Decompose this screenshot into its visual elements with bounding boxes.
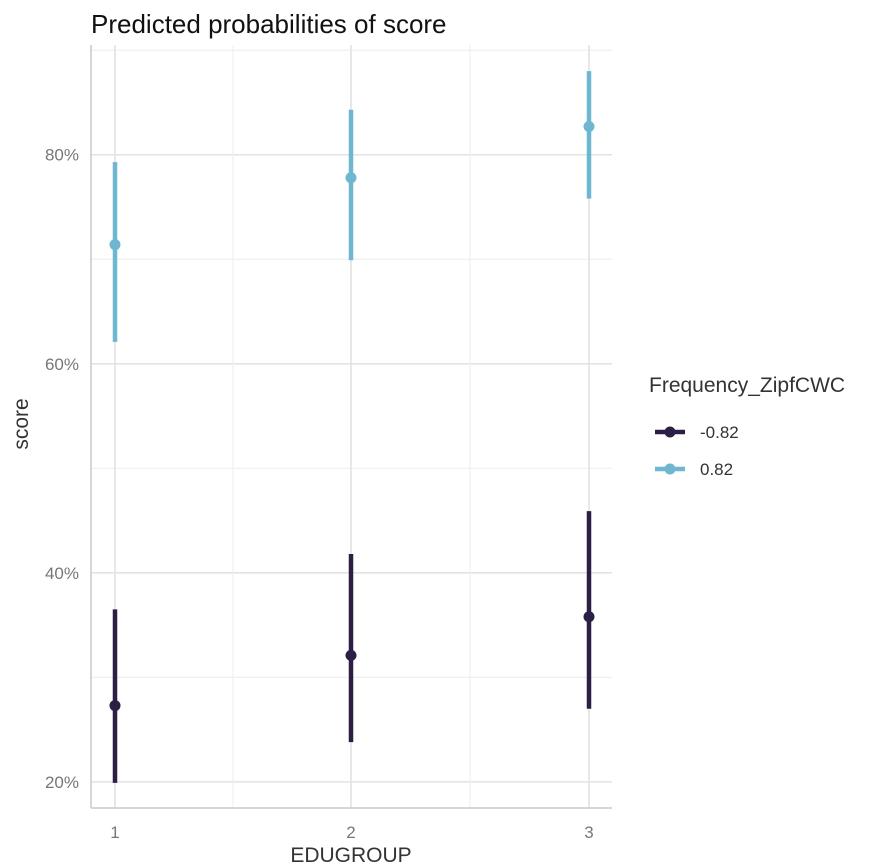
series-layer (109, 71, 595, 783)
legend-item: 0.82 (655, 460, 733, 479)
series-1 (109, 511, 595, 783)
x-tick-label: 1 (110, 823, 119, 842)
legend-title: Frequency_ZipfCWC (649, 374, 845, 397)
legend-label: 0.82 (700, 460, 733, 479)
y-axis-ticks: 20% 40% 60% 80% (45, 146, 79, 792)
data-point (345, 649, 357, 661)
x-tick-label: 3 (584, 823, 593, 842)
x-axis-title: EDUGROUP (290, 844, 411, 867)
legend: Frequency_ZipfCWC -0.82 0.82 (649, 374, 845, 479)
legend-key-point (664, 463, 676, 475)
data-point (109, 700, 121, 712)
data-point (583, 121, 595, 133)
data-point (345, 172, 357, 184)
x-axis-ticks: 1 2 3 (110, 823, 593, 842)
series-2 (109, 71, 595, 342)
y-tick-label: 60% (45, 355, 79, 374)
y-axis-title: score (10, 398, 33, 449)
y-tick-label: 40% (45, 564, 79, 583)
y-tick-label: 80% (45, 146, 79, 165)
x-tick-label: 2 (346, 823, 355, 842)
y-tick-label: 20% (45, 773, 79, 792)
data-point (583, 611, 595, 623)
legend-label: -0.82 (700, 423, 739, 442)
data-point (109, 239, 121, 251)
chart-title: Predicted probabilities of score (91, 9, 447, 39)
legend-key-point (664, 426, 676, 438)
legend-item: -0.82 (655, 423, 739, 442)
